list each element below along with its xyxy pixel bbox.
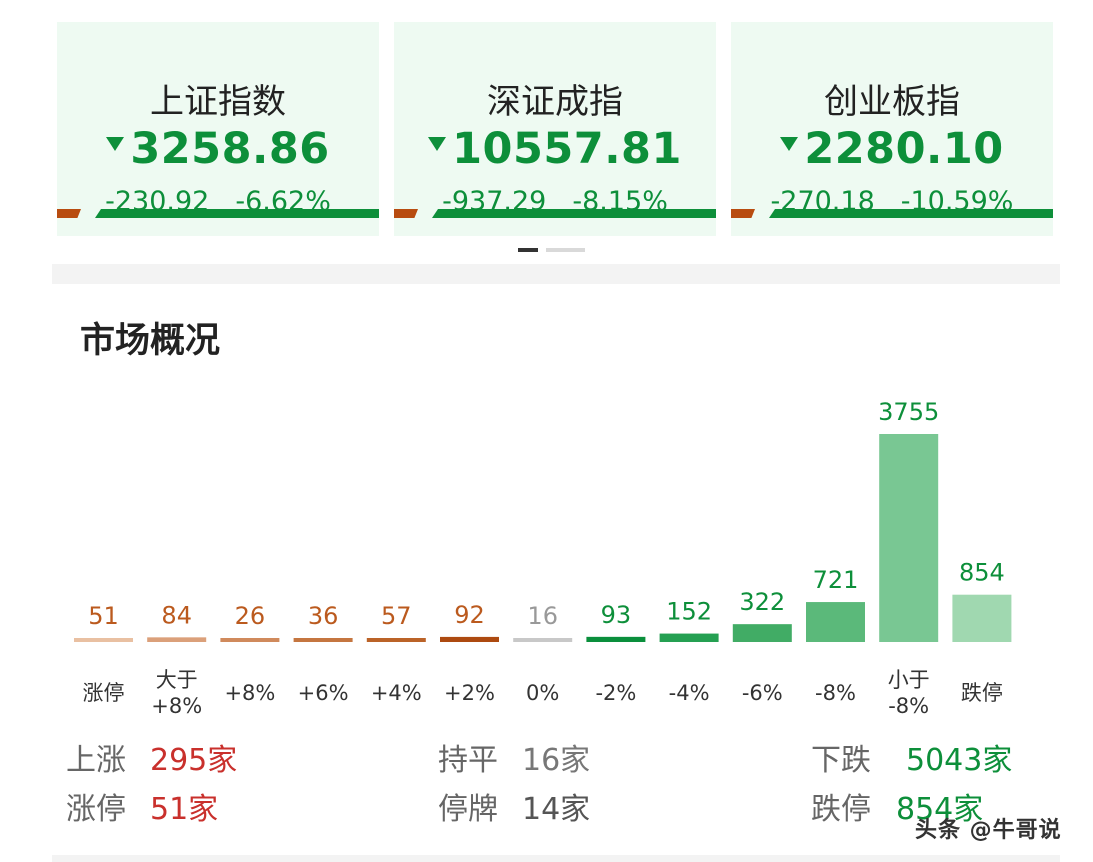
index-price: 2280.10	[804, 124, 1004, 174]
down-arrow-icon	[428, 137, 447, 151]
down-arrow-icon	[106, 137, 125, 151]
bar-value-label: 152	[666, 598, 712, 626]
limit-down-label: 跌停	[811, 792, 871, 827]
category-label: 涨停	[83, 681, 125, 705]
down-ratio	[432, 209, 716, 218]
bar-10	[806, 602, 865, 642]
down-count-label: 下跌	[811, 743, 871, 778]
category-label: -4%	[669, 681, 710, 705]
bar-value-label: 26	[235, 602, 266, 630]
bar-value-label: 721	[813, 566, 859, 594]
bar-7	[586, 636, 646, 642]
up-count-label: 上涨	[66, 743, 126, 778]
category-label: +2%	[444, 681, 495, 705]
category-label: 跌停	[961, 681, 1003, 705]
bar-value-label: 322	[739, 588, 785, 616]
limit-up-value: 51家	[150, 792, 219, 827]
index-card-chinext[interactable]: 创业板指 2280.10 -270.18 -10.59%	[731, 22, 1053, 236]
suspended-value: 14家	[522, 792, 591, 827]
down-ratio	[769, 209, 1053, 218]
flat-count-label: 持平	[438, 743, 498, 778]
updown-ratio-bar	[394, 209, 716, 218]
bar-12	[952, 594, 1012, 642]
updown-ratio-bar	[731, 209, 1053, 218]
distribution-chart: 51 涨停 84 大于+8% 26 +8% 36 +6% 57 +4% 92 +2% 16 0% 93 -2%…	[74, 398, 1012, 718]
pager-dot[interactable]	[546, 248, 585, 252]
bar-value-label: 57	[381, 602, 412, 630]
bar-5	[440, 636, 499, 642]
bottom-divider	[52, 855, 1060, 862]
category-label: 大于+8%	[151, 668, 202, 718]
flat-count-value: 16家	[522, 743, 591, 778]
suspended-label: 停牌	[438, 792, 498, 827]
bar-11	[879, 434, 939, 642]
bar-value-label: 36	[308, 602, 339, 630]
index-name: 上证指数	[150, 82, 286, 122]
index-price: 3258.86	[130, 124, 330, 174]
watermark: 头条 @牛哥说	[915, 818, 1062, 843]
bar-8	[659, 633, 719, 642]
index-price-row: 10557.81	[394, 124, 716, 174]
bar-4	[366, 638, 426, 642]
up-ratio	[57, 209, 81, 218]
bar-1	[147, 637, 207, 642]
bar-value-label: 92	[454, 601, 485, 629]
index-card-shanghai[interactable]: 上证指数 3258.86 -230.92 -6.62%	[57, 22, 379, 236]
index-card-shenzhen[interactable]: 深证成指 10557.81 -937.29 -8.15%	[394, 22, 716, 236]
pager-dot-active[interactable]	[518, 248, 538, 252]
category-label: -8%	[815, 681, 856, 705]
index-price-row: 2280.10	[731, 124, 1053, 174]
category-label: -6%	[742, 681, 783, 705]
bar-3	[293, 638, 353, 642]
bar-value-label: 93	[601, 601, 632, 629]
bar-value-label: 16	[527, 602, 558, 630]
section-title: 市场概况	[80, 321, 221, 361]
bar-2	[220, 638, 280, 642]
down-arrow-icon	[780, 137, 799, 151]
bar-value-label: 854	[959, 559, 1005, 587]
category-label: +8%	[224, 681, 275, 705]
index-name: 创业板指	[824, 82, 960, 122]
category-label: +6%	[298, 681, 349, 705]
bar-value-label: 51	[88, 602, 119, 630]
section-divider	[52, 264, 1060, 284]
bar-value-label: 84	[161, 601, 192, 629]
down-ratio	[95, 209, 379, 218]
index-price-row: 3258.86	[57, 124, 379, 174]
up-ratio	[731, 209, 755, 218]
bar-0	[74, 638, 133, 642]
category-label: -2%	[595, 681, 636, 705]
category-label: +4%	[371, 681, 422, 705]
limit-down-value: 854家	[896, 792, 984, 827]
limit-up-label: 涨停	[66, 792, 126, 827]
index-price: 10557.81	[452, 124, 682, 174]
down-count-value: 5043家	[906, 743, 1013, 778]
bar-9	[732, 624, 792, 642]
up-ratio	[394, 209, 418, 218]
up-count-value: 295家	[150, 743, 238, 778]
category-label: 0%	[526, 681, 559, 705]
category-label: 小于-8%	[888, 668, 930, 718]
bar-value-label: 3755	[878, 398, 939, 426]
index-name: 深证成指	[487, 82, 623, 122]
bar-6	[513, 638, 573, 642]
updown-ratio-bar	[57, 209, 379, 218]
